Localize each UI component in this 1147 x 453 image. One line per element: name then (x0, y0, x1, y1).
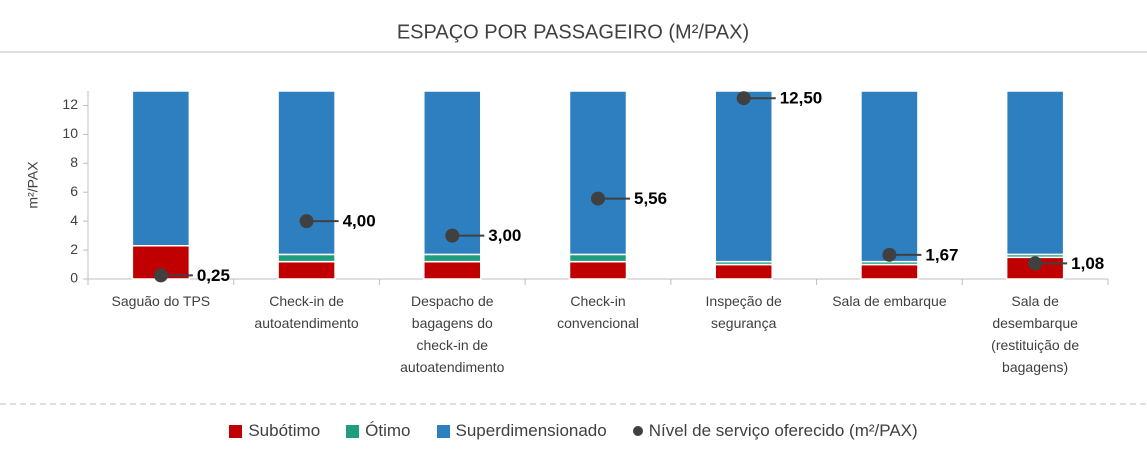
x-tick-label: Despacho de bagagens do check-in de auto… (400, 293, 505, 375)
legend-label: Subótimo (248, 421, 321, 440)
data-label: 5,56 (634, 189, 667, 208)
data-label: 1,67 (925, 245, 958, 264)
y-tick-label: 2 (70, 241, 78, 257)
y-tick-label: 6 (70, 183, 78, 199)
point (882, 247, 897, 262)
bar-segment (131, 90, 191, 247)
point (299, 214, 314, 229)
point (736, 91, 751, 106)
point (1028, 256, 1043, 271)
chart-title: ESPAÇO POR PASSAGEIRO (M²/PAX) (397, 21, 749, 43)
y-tick-label: 4 (70, 212, 78, 228)
x-tick-label: Sala de desembarque (restituição de baga… (991, 293, 1080, 375)
bar-segment (423, 260, 482, 280)
legend-swatch (436, 424, 450, 438)
x-tick-label: Sala de embarque (832, 293, 947, 309)
y-tick-label: 10 (62, 125, 78, 141)
bar-segment (423, 253, 482, 263)
data-label: 12,50 (780, 89, 823, 108)
y-tick-label: 12 (62, 96, 78, 112)
point (445, 228, 460, 243)
bar-segment (568, 90, 628, 256)
data-label: 0,25 (197, 266, 230, 285)
legend-item: Superdimensionado (436, 421, 607, 441)
point (591, 191, 605, 206)
bar-segment (714, 263, 773, 280)
bar-segment (568, 253, 628, 263)
bar-segment (860, 90, 919, 263)
bar-segment (277, 253, 336, 263)
legend-label: Ótimo (365, 421, 411, 440)
legend-swatch (229, 424, 243, 438)
bar-segment (423, 90, 482, 256)
y-axis-label: m²/PAX (25, 161, 41, 209)
y-tick-label: 8 (70, 154, 78, 170)
data-label: 1,08 (1071, 254, 1104, 273)
y-tick-label: 0 (70, 270, 78, 286)
bar-segment (277, 90, 336, 256)
bar-segment (568, 260, 628, 280)
bar-segment (714, 90, 773, 263)
x-tick-label: Inspeção de segurança (705, 293, 782, 331)
bar-segment (860, 263, 919, 280)
legend: Subótimo Ótimo Superdimensionado Nível de s… (0, 421, 1147, 441)
data-label: 3,00 (488, 226, 521, 245)
x-tick-label: Saguão do TPS (111, 293, 211, 309)
bar-segment (277, 260, 336, 280)
legend-label: Nível de serviço oferecido (m²/PAX) (648, 421, 918, 440)
legend-item: Subótimo (229, 421, 320, 441)
x-tick-label: Check-in de autoatendimento (254, 293, 359, 331)
data-label: 4,00 (343, 212, 376, 231)
legend-item: Ótimo (346, 421, 411, 441)
legend-item: Nível de serviço oferecido (m²/PAX) (632, 421, 918, 441)
point (153, 268, 168, 283)
legend-label: Superdimensionado (455, 421, 607, 440)
bar-segment (1005, 90, 1065, 256)
x-tick-label: Check-in convencional (557, 293, 639, 331)
legend-swatch (346, 424, 360, 438)
legend-swatch (632, 426, 643, 436)
